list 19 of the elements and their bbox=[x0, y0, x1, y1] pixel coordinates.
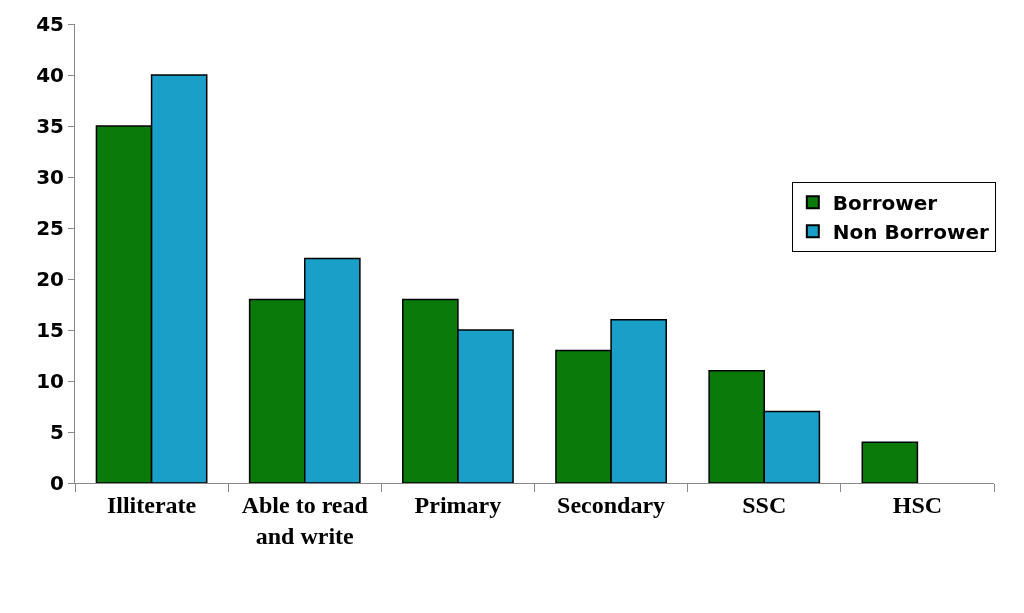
y-tick-label: 20 bbox=[36, 267, 64, 291]
bar bbox=[861, 441, 919, 483]
y-tick-label: 45 bbox=[36, 12, 64, 36]
x-tick-label: SSC bbox=[742, 491, 787, 518]
x-tick-label: Primary bbox=[414, 491, 502, 518]
y-tick-label: 40 bbox=[36, 63, 64, 87]
y-tick-label: 0 bbox=[50, 471, 64, 495]
legend-label: Borrower bbox=[832, 191, 938, 216]
x-tick-label: Secondary bbox=[557, 491, 666, 518]
y-tick-label: 25 bbox=[36, 216, 64, 240]
x-tick-label: Able to read and write bbox=[241, 491, 369, 549]
x-tick-label: Illiterate bbox=[106, 491, 197, 518]
y-tick-label: 10 bbox=[36, 369, 64, 393]
y-tick-label: 35 bbox=[36, 114, 64, 138]
y-tick-label: 5 bbox=[50, 420, 64, 444]
y-tick-label: 15 bbox=[36, 318, 64, 342]
x-tick-label: HSC bbox=[892, 491, 943, 518]
legend-label: Non Borrower bbox=[832, 220, 989, 245]
y-tick-label: 30 bbox=[36, 165, 64, 189]
